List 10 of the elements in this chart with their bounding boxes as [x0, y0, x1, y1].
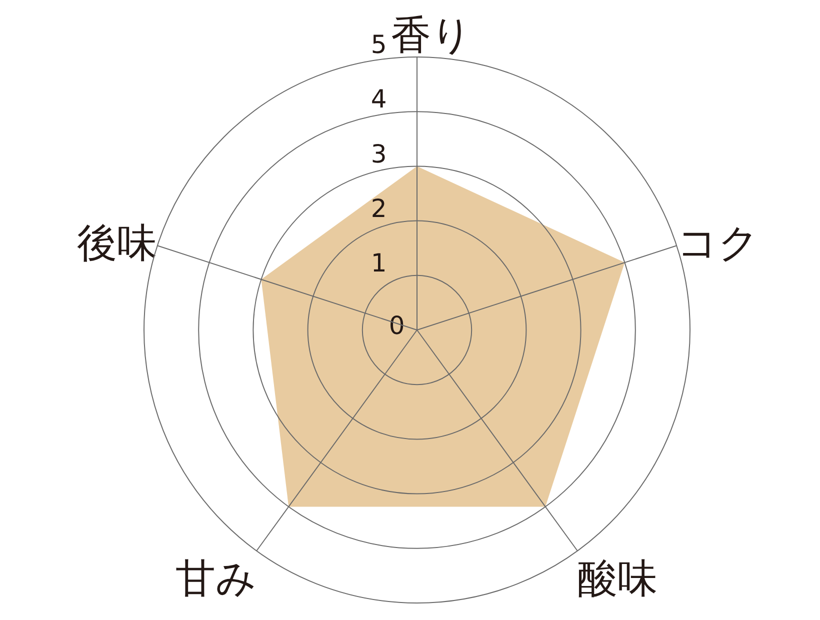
spoke-label: 香り	[390, 12, 472, 58]
spoke-label: 後味	[76, 220, 157, 266]
y-tick-label: 4	[370, 84, 387, 114]
spoke-label: 甘み	[175, 556, 256, 602]
y-tick-label: 1	[370, 248, 387, 278]
y-tick-label: 3	[370, 139, 387, 168]
spoke-label: 酸味	[578, 556, 658, 602]
spoke-label: コク	[677, 220, 760, 266]
y-tick-label: 5	[370, 30, 387, 60]
y-tick-label: 2	[370, 194, 387, 223]
